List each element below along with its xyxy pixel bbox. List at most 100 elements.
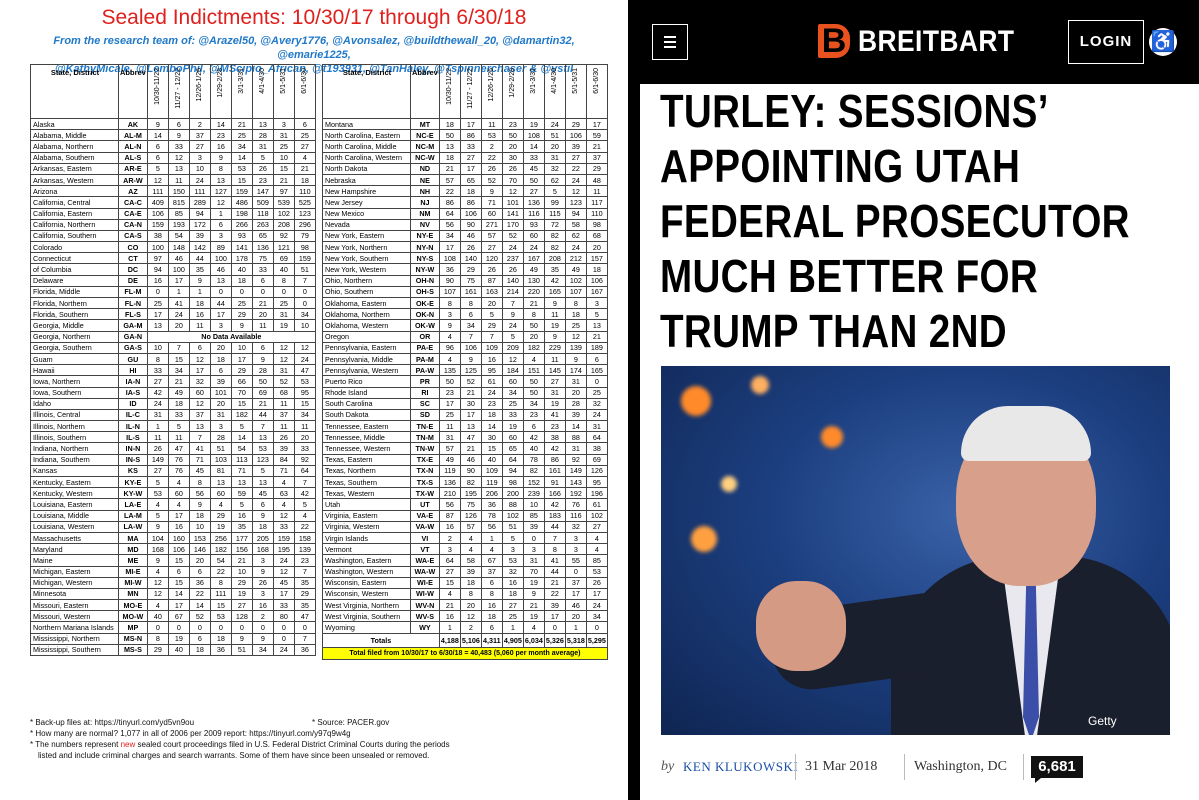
indictments-table-left: State, District Abbrev 10/30-11/22 11/27 - … bbox=[30, 64, 316, 657]
table-row: Oklahoma, Eastern OK-E 8 8 20 7 21 9 8 3 bbox=[322, 296, 608, 310]
header-period: 4/1-4/30 bbox=[251, 64, 274, 119]
table-row: Michigan, Eastern MI-E 4 6 6 22 10 9 12 7 bbox=[30, 565, 316, 578]
photo-credit: Getty bbox=[1088, 714, 1117, 728]
table-row: Iowa, Southern IA-S 42 49 60 101 70 69 68 95 bbox=[30, 386, 316, 399]
table-row: South Dakota SD 25 17 18 33 23 41 39 24 bbox=[322, 408, 608, 422]
table-row: Oregon OR 4 7 7 5 20 9 12 21 bbox=[322, 330, 608, 343]
table-row: Tennessee, Western TN-W 57 21 15 65 40 42 31 38 bbox=[322, 442, 608, 455]
table-row: New York, Southern NY-S 108 140 120 237 167 208… bbox=[322, 252, 608, 265]
table-row: Virgin Islands VI 2 4 1 5 0 7 3 4 bbox=[322, 531, 608, 545]
table-row: North Dakota ND 21 17 26 26 45 32 22 29 bbox=[322, 162, 608, 175]
table-row: Oklahoma, Western OK-W 9 34 29 24 50 19 25 13 bbox=[322, 319, 608, 332]
site-header: B BREITBART LOGIN ♿ bbox=[640, 0, 1199, 84]
header-period: 10/30-11/22 bbox=[438, 64, 461, 119]
article-location: Washington, DC bbox=[914, 759, 1007, 774]
table-row: Nevada NV 56 90 271 170 93 72 58 98 bbox=[322, 218, 608, 231]
table-row: Texas, Western TX-W 210 195 206 200 239 166 192 1… bbox=[322, 487, 608, 500]
indictments-document: Sealed Indictments: 10/30/17 through 6/3… bbox=[0, 0, 628, 800]
table-row: Louisiana, Western LA-W 9 16 10 19 35 18 33 22 bbox=[30, 520, 316, 533]
table-row: Texas, Eastern TX-E 49 46 40 64 78 86 92 69 bbox=[322, 453, 608, 466]
header-period: 10/30-11/22 bbox=[146, 64, 169, 119]
table-row: New York, Western NY-W 36 29 26 26 49 35 49 18 bbox=[322, 263, 608, 276]
table-row: Kentucky, Eastern KY-E 5 4 8 13 13 13 4 7 bbox=[30, 475, 316, 489]
table-row: Florida, Middle FL-M 0 1 1 0 0 0 0 0 bbox=[30, 285, 316, 299]
table-row: Wisconsin, Eastern WI-E 15 18 6 16 19 21 37 26 bbox=[322, 576, 608, 589]
header-period: 11/27 - 12/22 bbox=[459, 64, 482, 119]
table-row: Louisiana, Middle LA-M 5 17 18 29 16 9 12 4 bbox=[30, 509, 316, 522]
article-photo[interactable] bbox=[661, 366, 1170, 735]
table-row: Pennsylvania, Middle PA-M 4 9 16 12 4 11 9 6 bbox=[322, 352, 608, 366]
header-period: 4/1-4/30 bbox=[543, 64, 566, 119]
hamburger-menu-icon[interactable] bbox=[652, 24, 688, 60]
table-row: Wisconsin, Western WI-W 4 8 8 18 9 22 17 17 bbox=[322, 587, 608, 601]
footnote-numbers: * The numbers represent new sealed court… bbox=[30, 740, 450, 749]
table-row: Nebraska NE 57 65 52 70 50 62 24 48 bbox=[322, 173, 608, 187]
totals-row: Totals 4,188 5,106 4,311 4,905 6,034 5,326 5,31… bbox=[322, 632, 608, 648]
table-row: Utah UT 56 75 36 88 10 42 76 61 bbox=[322, 498, 608, 511]
table-row: California, Southern CA-S 38 54 39 3 93 65 92 79 bbox=[30, 229, 316, 243]
table-row: Arkansas, Eastern AR-E 5 13 10 8 53 26 15 21 bbox=[30, 162, 316, 175]
header-period: 3/1-3/31 bbox=[522, 64, 545, 119]
footnote-source: * Source: PACER.gov bbox=[312, 718, 390, 727]
header-abbrev: Abbrev bbox=[410, 64, 440, 119]
table-row: Iowa, Northern IA-N 27 21 32 39 66 50 52 53 bbox=[30, 375, 316, 388]
article-headline[interactable]: TURLEY: SESSIONS’ APPOINTING UTAH FEDERA… bbox=[660, 85, 1130, 412]
table-row: Colorado CO 100 148 142 89 141 136 121 98 bbox=[30, 241, 316, 254]
table-row: Texas, Northern TX-N 119 90 109 94 82 161 149 126 bbox=[322, 464, 608, 478]
table-row: Tennessee, Middle TN-M 31 47 30 60 42 38 88 64 bbox=[322, 431, 608, 444]
table-row: Indiana, Southern IN-S 149 76 71 103 113 123 84 9… bbox=[30, 453, 316, 466]
comment-count-badge[interactable]: 6,681 bbox=[1031, 756, 1083, 783]
table-row: Pennsylvania, Eastern PA-E 96 106 109 209 182 2… bbox=[322, 341, 608, 354]
site-logo-text[interactable]: BREITBART bbox=[858, 25, 1015, 58]
footnote-numbers-continued: listed and include criminal charges and … bbox=[38, 751, 430, 760]
header-period: 11/27 - 12/22 bbox=[167, 64, 190, 119]
header-period: 5/1-5/31 bbox=[564, 64, 587, 119]
table-row: Arizona AZ 111 150 111 127 159 147 97 110 bbox=[30, 185, 316, 198]
table-row: Delaware DE 16 17 9 13 18 6 8 7 bbox=[30, 274, 316, 287]
footnote-new-highlight: new bbox=[120, 740, 136, 749]
breitbart-logo-icon[interactable]: B bbox=[818, 24, 850, 58]
table-row: West Virginia, Southern WV-S 16 12 18 25 19 17 2… bbox=[322, 610, 608, 623]
table-row: Virginia, Western VA-W 16 57 56 51 39 44 32 27 bbox=[322, 520, 608, 533]
no-data-cell: No Data Available bbox=[146, 330, 316, 343]
table-row: North Carolina, Middle NC-M 13 33 2 20 14 20 39 2… bbox=[322, 140, 608, 153]
header-period: 12/26-1/26 bbox=[480, 64, 503, 119]
table-row: Alaska AK 9 6 2 14 21 13 3 6 bbox=[30, 117, 316, 131]
table-row: of Columbia DC 94 100 35 46 40 33 40 51 bbox=[30, 263, 316, 276]
login-button[interactable]: LOGIN bbox=[1068, 20, 1144, 64]
table-row: Maine ME 9 15 20 54 21 3 24 23 bbox=[30, 554, 316, 567]
header-period: 5/1-5/31 bbox=[272, 64, 295, 119]
table-row: Virginia, Eastern VA-E 87 126 78 102 85 183 116 1… bbox=[322, 509, 608, 522]
table-row: Indiana, Northern IN-N 26 47 41 51 54 53 39 33 bbox=[30, 442, 316, 455]
table-row: North Carolina, Eastern NC-E 50 86 53 50 108 51… bbox=[322, 129, 608, 142]
header-period: 12/26-1/26 bbox=[188, 64, 211, 119]
header-period: 6/1-6/30 bbox=[293, 64, 316, 119]
table-row: Idaho ID 24 18 12 20 15 21 11 15 bbox=[30, 397, 316, 410]
accessibility-icon[interactable]: ♿ bbox=[1149, 28, 1177, 56]
byline-by: by bbox=[661, 759, 675, 774]
table-row: Vermont VT 3 4 4 3 3 8 3 4 bbox=[322, 543, 608, 556]
table-row: Wyoming WY 1 2 6 1 4 0 1 0 bbox=[322, 621, 608, 634]
table-row: Louisiana, Eastern LA-E 4 4 9 4 5 6 4 5 bbox=[30, 498, 316, 511]
table-row: Illinois, Southern IL-S 11 11 7 28 14 13 26 20 bbox=[30, 431, 316, 444]
header-period: 3/1-3/31 bbox=[230, 64, 253, 119]
table-row: New Mexico NM 64 106 60 141 116 115 94 110 bbox=[322, 207, 608, 220]
table-row: California, Eastern CA-E 106 85 94 1 198 118 102… bbox=[30, 207, 316, 220]
author-link[interactable]: KEN KLUKOWSKI bbox=[683, 759, 799, 774]
table-row: Alabama, Southern AL-S 6 12 3 9 14 5 10 4 bbox=[30, 151, 316, 164]
header-state-district: State, District bbox=[30, 64, 119, 119]
article-date: 31 Mar 2018 bbox=[805, 759, 878, 774]
table-row: Kansas KS 27 76 45 81 71 5 71 64 bbox=[30, 464, 316, 478]
table-row: New York, Eastern NY-E 34 46 57 52 60 82 62 68 bbox=[322, 229, 608, 243]
table-row: Florida, Southern FL-S 17 24 16 17 29 20 31 34 bbox=[30, 308, 316, 321]
table-row: Alabama, Northern AL-N 6 33 27 16 34 31 25 27 bbox=[30, 140, 316, 153]
table-row: Georgia, Northern GA-N No Data Available bbox=[30, 330, 316, 343]
table-row: Texas, Southern TX-S 136 82 119 98 152 91 143 95 bbox=[322, 475, 608, 489]
table-row: Georgia, Middle GA-M 13 20 11 3 9 11 19 10 bbox=[30, 319, 316, 332]
table-row: New Jersey NJ 86 86 71 101 136 99 123 117 bbox=[322, 196, 608, 209]
table-row: Mississippi, Northern MS-N 8 19 6 18 9 9 0 7 bbox=[30, 632, 316, 645]
table-row: Guam GU 8 15 12 18 17 9 12 24 bbox=[30, 352, 316, 366]
table-row: Arkansas, Western AR-W 12 11 24 13 15 23 21 18 bbox=[30, 173, 316, 187]
table-row: Mississippi, Southern MS-S 29 40 18 36 51 34 24 3… bbox=[30, 643, 316, 657]
table-row: California, Northern CA-N 159 193 172 6 266 263… bbox=[30, 218, 316, 231]
